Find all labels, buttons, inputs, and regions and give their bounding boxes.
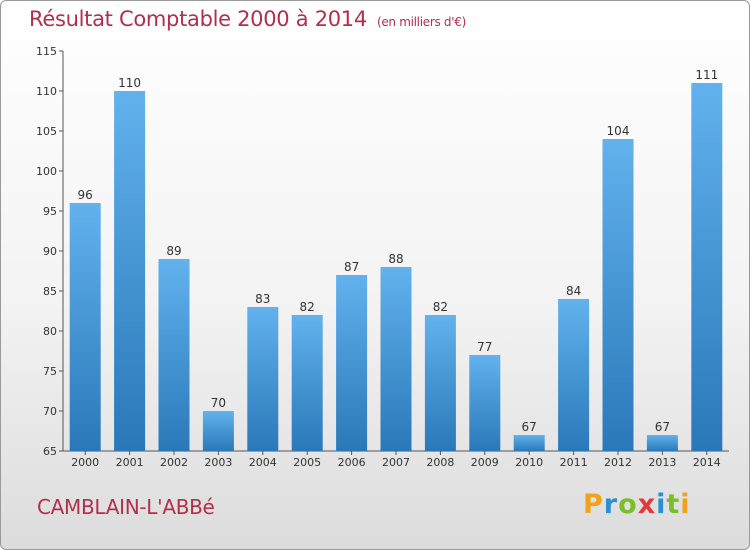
x-tick-label-2004: 2004	[249, 456, 277, 469]
value-label-2012: 104	[607, 124, 630, 138]
chart-title: Résultat Comptable 2000 à 2014 (en millie…	[29, 7, 466, 31]
x-tick-label-2006: 2006	[338, 456, 366, 469]
y-tick-label: 70	[43, 405, 57, 418]
bar-2003	[202, 411, 234, 451]
chart-title-text: Résultat Comptable 2000 à 2014	[29, 7, 367, 31]
commune-name: CAMBLAIN-L'ABBé	[37, 495, 215, 519]
value-label-2004: 83	[255, 292, 270, 306]
value-label-2000: 96	[78, 188, 93, 202]
value-label-2011: 84	[566, 284, 581, 298]
bars	[69, 83, 723, 451]
logo-letter: t	[666, 489, 681, 520]
y-tick-label: 105	[36, 125, 57, 138]
value-label-2006: 87	[344, 260, 359, 274]
x-tick-label-2002: 2002	[160, 456, 188, 469]
x-tick-label-2000: 2000	[71, 456, 99, 469]
value-label-2008: 82	[433, 300, 448, 314]
logo-letter: r	[603, 489, 619, 520]
bar-2009	[469, 355, 501, 451]
y-tick-label: 85	[43, 285, 57, 298]
y-tick-label: 75	[43, 365, 57, 378]
x-tick-label-2007: 2007	[382, 456, 410, 469]
y-tick-label: 90	[43, 245, 57, 258]
y-tick-label: 100	[36, 165, 57, 178]
bar-2011	[558, 299, 590, 451]
bar-2007	[380, 267, 412, 451]
x-tick-label-2011: 2011	[560, 456, 588, 469]
labels: 2000 96 2001 110 2002 89 2003 70 2004 83 2005 82 200…	[71, 68, 721, 469]
value-label-2013: 67	[655, 420, 670, 434]
logo-letter: o	[618, 489, 638, 520]
bar-2008	[424, 315, 456, 451]
bar-2001	[114, 91, 146, 451]
bar-2012	[602, 139, 634, 451]
x-tick-label-2010: 2010	[515, 456, 543, 469]
bar-2006	[336, 275, 368, 451]
x-tick-label-2013: 2013	[648, 456, 676, 469]
bar-2005	[291, 315, 323, 451]
x-tick-label-2003: 2003	[204, 456, 232, 469]
x-tick-label-2012: 2012	[604, 456, 632, 469]
value-label-2003: 70	[211, 396, 226, 410]
bar-2010	[513, 435, 545, 451]
bar-2004	[247, 307, 279, 451]
bar-2013	[646, 435, 678, 451]
logo-letter: x	[637, 489, 657, 520]
x-tick-label-2014: 2014	[693, 456, 721, 469]
y-tick-label: 115	[36, 45, 57, 58]
value-label-2007: 88	[388, 252, 403, 266]
bar-2014	[691, 83, 723, 451]
value-label-2005: 82	[300, 300, 315, 314]
value-label-2001: 110	[118, 76, 141, 90]
y-tick-label: 65	[43, 445, 57, 458]
logo-letter: i	[656, 489, 667, 520]
x-tick-label-2001: 2001	[116, 456, 144, 469]
value-label-2009: 77	[477, 340, 492, 354]
x-tick-label-2009: 2009	[471, 456, 499, 469]
bar-2000	[69, 203, 101, 451]
value-label-2010: 67	[522, 420, 537, 434]
axes: 65 70 75 80 85 90 95 100 105 110 115	[36, 45, 729, 458]
logo-letter: i	[680, 489, 691, 520]
value-label-2014: 111	[695, 68, 718, 82]
proxiti-logo: Proxiti	[583, 489, 691, 520]
value-label-2002: 89	[166, 244, 181, 258]
x-tick-label-2008: 2008	[426, 456, 454, 469]
y-tick-label: 95	[43, 205, 57, 218]
chart-subtitle: (en milliers d'€)	[376, 15, 466, 29]
y-tick-label: 110	[36, 85, 57, 98]
logo-letter: P	[583, 489, 604, 520]
bar-2002	[158, 259, 190, 451]
x-tick-label-2005: 2005	[293, 456, 321, 469]
y-tick-label: 80	[43, 325, 57, 338]
